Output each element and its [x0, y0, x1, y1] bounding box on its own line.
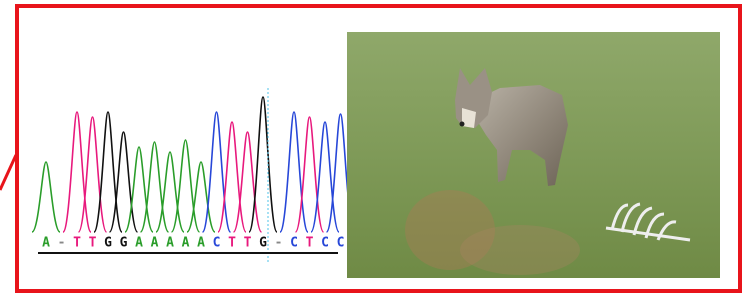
base-letter: G	[120, 236, 128, 251]
base-letter: A	[135, 236, 143, 251]
base-letter: C	[290, 236, 298, 251]
base-letter: A	[197, 236, 205, 251]
base-letter: A	[166, 236, 174, 251]
connector-line	[0, 155, 16, 190]
base-letter: T	[73, 236, 81, 251]
base-letter: -	[275, 236, 283, 251]
base-letter: A	[42, 236, 50, 251]
wolf-photo	[347, 32, 720, 278]
figure: A-TTGGAAAAACTTG-CTCC	[0, 0, 746, 297]
base-letter: C	[213, 236, 221, 251]
base-letter: C	[337, 236, 345, 251]
base-letter: T	[244, 236, 252, 251]
base-letter: G	[259, 236, 267, 251]
base-letter: T	[228, 236, 236, 251]
dry-grass	[460, 225, 580, 275]
base-letter: C	[321, 236, 329, 251]
wolf-nose	[460, 122, 465, 127]
base-letter: -	[58, 236, 66, 251]
base-letter: G	[104, 236, 112, 251]
base-letter: A	[182, 236, 190, 251]
base-letter: T	[306, 236, 314, 251]
base-letter: T	[89, 236, 97, 251]
base-letter: A	[151, 236, 159, 251]
